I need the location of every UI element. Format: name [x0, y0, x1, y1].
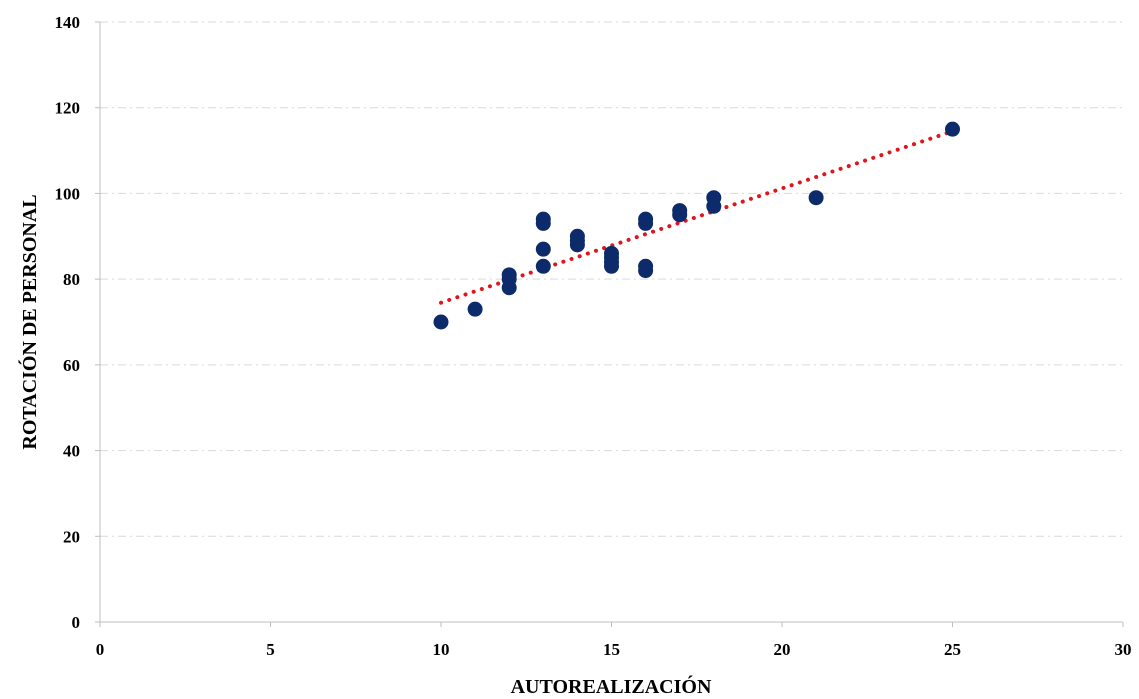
- y-axis-title: ROTACIÓN DE PERSONAL: [17, 194, 41, 449]
- data-point: [535, 211, 551, 227]
- data-point: [945, 121, 960, 137]
- data-point: [808, 190, 824, 206]
- data-point: [638, 211, 654, 227]
- data-point: [535, 258, 551, 274]
- data-point: [672, 203, 688, 219]
- y-tick-label: 120: [55, 99, 81, 118]
- y-tick-labels: 0 20 40 60 80 100 120 140: [55, 13, 81, 632]
- x-tick-label: 10: [433, 640, 450, 659]
- y-tick-label: 140: [55, 13, 81, 32]
- y-tick-label: 40: [63, 442, 80, 461]
- y-tick-label: 0: [72, 613, 81, 632]
- data-point: [604, 245, 619, 261]
- y-tick-label: 80: [63, 270, 80, 289]
- x-tick-label: 0: [96, 640, 105, 659]
- data-point: [535, 241, 551, 257]
- x-axis-title: AUTOREALIZACIÓN: [511, 674, 712, 698]
- y-tick-label: 100: [55, 184, 81, 203]
- data-point: [638, 258, 654, 274]
- y-tick-label: 20: [63, 527, 80, 546]
- trendline-layer: [439, 129, 955, 305]
- x-tick-labels: 0 5 10 15 20 25 30: [96, 640, 1132, 659]
- data-point: [501, 267, 517, 283]
- data-point: [569, 228, 585, 244]
- trendline: [439, 129, 955, 305]
- data-point: [433, 314, 449, 330]
- x-tick-label: 30: [1115, 640, 1132, 659]
- data-point: [706, 190, 722, 206]
- gridlines: [100, 21, 1123, 537]
- x-tick-label: 20: [774, 640, 791, 659]
- x-tick-label: 15: [603, 640, 620, 659]
- data-point: [467, 301, 483, 317]
- y-tick-label: 60: [63, 356, 80, 375]
- x-tick-label: 25: [944, 640, 961, 659]
- axes: [95, 21, 1124, 627]
- data-points: [433, 121, 960, 330]
- x-tick-label: 5: [266, 640, 275, 659]
